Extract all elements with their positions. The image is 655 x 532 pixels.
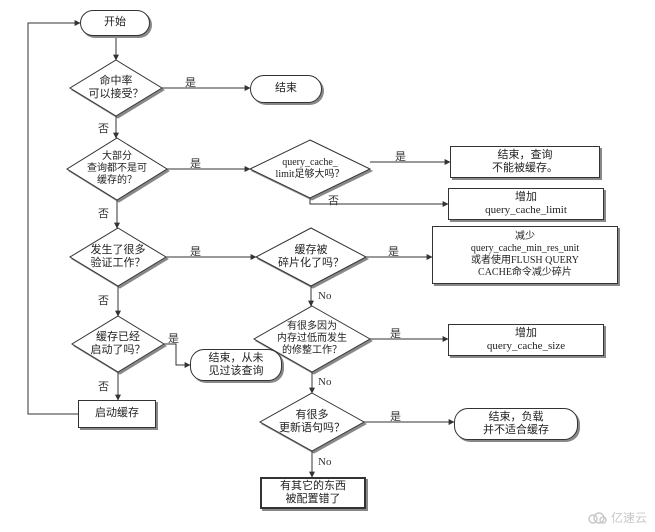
- edge-label: 否: [98, 378, 109, 394]
- label: 结束，从未见过该查询: [209, 352, 264, 378]
- label: 减少query_cache_min_res_unit或者使用FLUSH QUER…: [471, 231, 579, 279]
- edge-label: 是: [190, 243, 201, 259]
- node-start: 开始: [80, 10, 150, 36]
- edge-label: 是: [190, 155, 201, 171]
- decision-shapes: [67, 60, 370, 451]
- edge-label: 是: [388, 243, 399, 259]
- label: 有其它的东西被配置错了: [280, 480, 346, 506]
- edge-label: 是: [168, 330, 179, 346]
- node-inc-qcl: 增加query_cache_limit: [448, 188, 604, 220]
- node-misconfig: 有其它的东西被配置错了: [260, 477, 366, 509]
- label: 结束，负载并不适合缓存: [483, 411, 549, 437]
- node-end1: 结束: [250, 75, 322, 103]
- label: 结束，查询不能被缓存。: [492, 149, 558, 175]
- node-inc-size: 增加query_cache_size: [448, 324, 604, 356]
- edge-label: 否: [98, 205, 109, 221]
- edge-label: No: [318, 376, 331, 388]
- node-end-never: 结束，从未见过该查询: [190, 349, 282, 381]
- edge-label: 否: [98, 120, 109, 136]
- edge-label: 是: [185, 74, 196, 90]
- node-end-nocache: 结束，查询不能被缓存。: [450, 146, 600, 178]
- label: 开始: [104, 16, 126, 29]
- label: 增加query_cache_size: [487, 327, 565, 353]
- edge-label: 否: [98, 292, 109, 308]
- node-end-badload: 结束，负载并不适合缓存: [454, 408, 578, 440]
- node-reduce-unit: 减少query_cache_min_res_unit或者使用FLUSH QUER…: [432, 226, 618, 284]
- edge-label: 是: [390, 325, 401, 341]
- watermark: 亿速云: [587, 509, 647, 526]
- edge-label: No: [318, 456, 331, 468]
- label: 增加query_cache_limit: [485, 191, 567, 217]
- edge-label: 否: [328, 192, 339, 208]
- edge-label: No: [318, 290, 331, 302]
- edge-label: 是: [390, 408, 401, 424]
- watermark-text: 亿速云: [611, 509, 647, 526]
- label: 启动缓存: [95, 407, 139, 420]
- label: 结束: [275, 82, 297, 95]
- node-enable-cache: 启动缓存: [78, 400, 156, 428]
- edge-label: 是: [395, 148, 406, 164]
